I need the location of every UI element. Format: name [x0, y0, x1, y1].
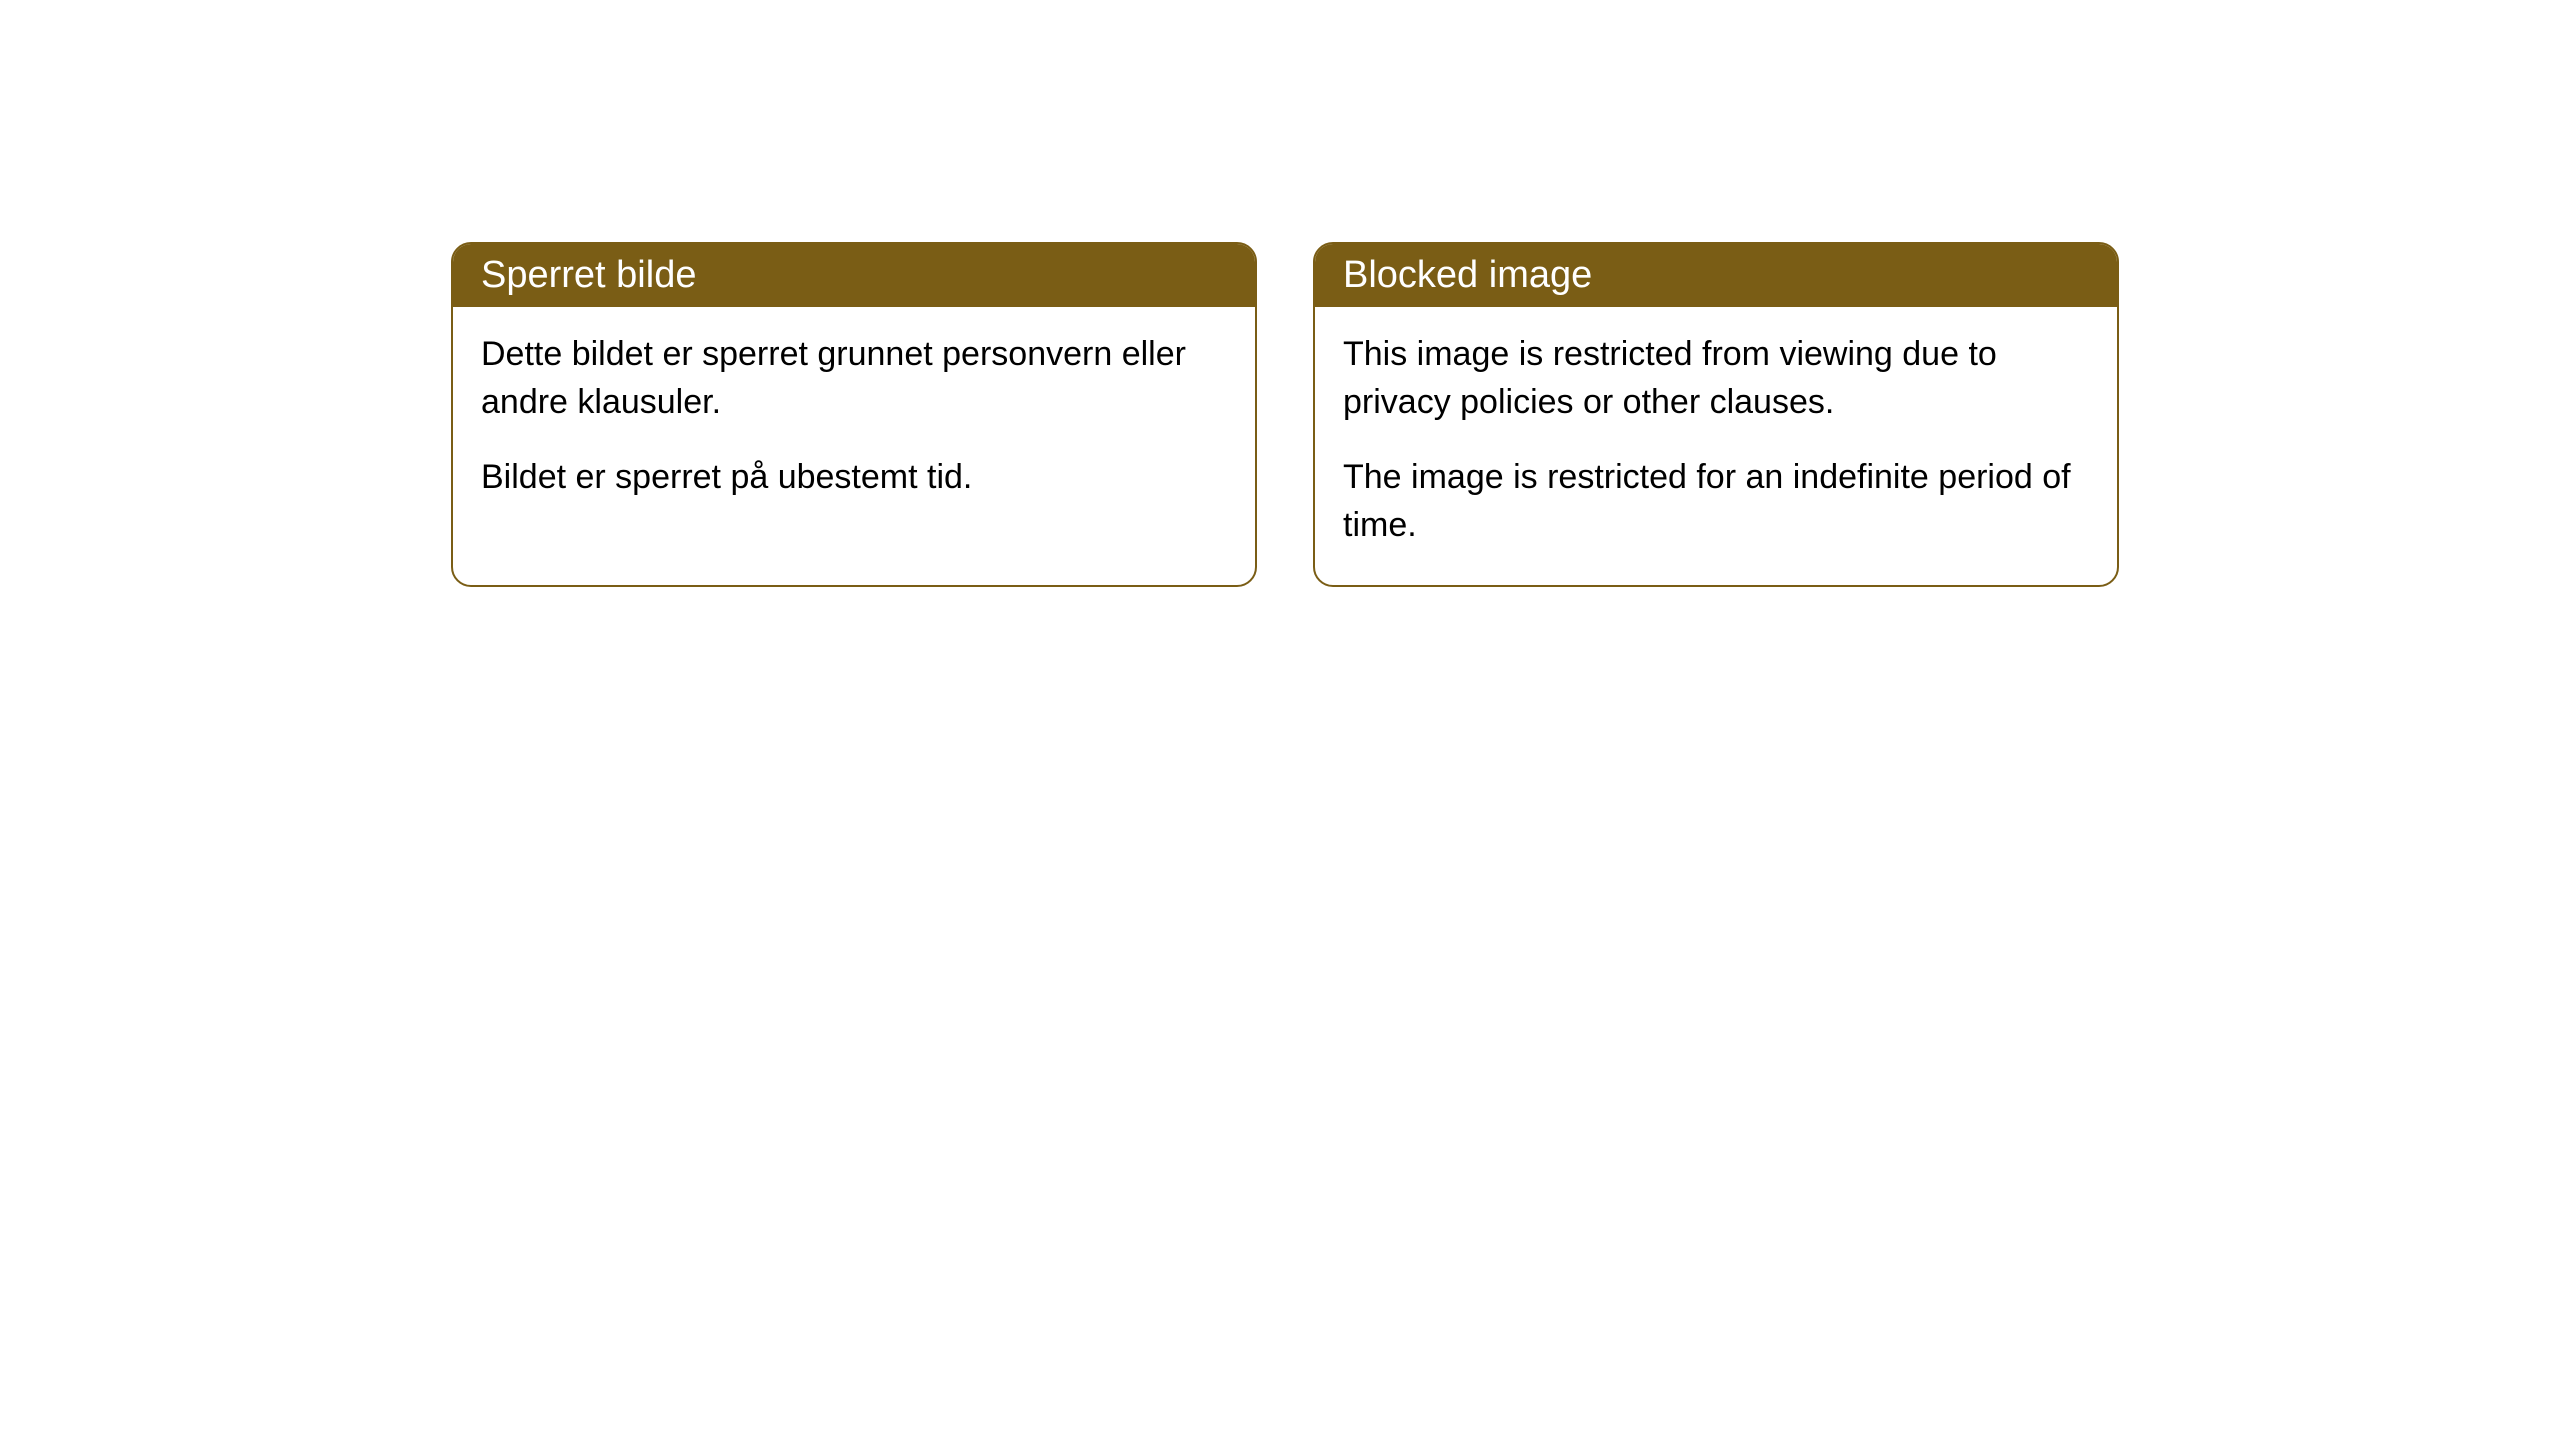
- card-body: Dette bildet er sperret grunnet personve…: [453, 307, 1255, 538]
- card-title: Sperret bilde: [481, 254, 696, 296]
- card-paragraph-1: Dette bildet er sperret grunnet personve…: [481, 331, 1227, 426]
- card-paragraph-1: This image is restricted from viewing du…: [1343, 331, 2089, 426]
- card-body: This image is restricted from viewing du…: [1315, 307, 2117, 585]
- card-header: Blocked image: [1315, 244, 2117, 307]
- blocked-image-card-english: Blocked image This image is restricted f…: [1313, 242, 2119, 587]
- blocked-image-card-norwegian: Sperret bilde Dette bildet er sperret gr…: [451, 242, 1257, 587]
- card-paragraph-2: Bildet er sperret på ubestemt tid.: [481, 454, 1227, 502]
- card-title: Blocked image: [1343, 254, 1592, 296]
- card-paragraph-2: The image is restricted for an indefinit…: [1343, 454, 2089, 549]
- card-header: Sperret bilde: [453, 244, 1255, 307]
- cards-container: Sperret bilde Dette bildet er sperret gr…: [451, 242, 2119, 587]
